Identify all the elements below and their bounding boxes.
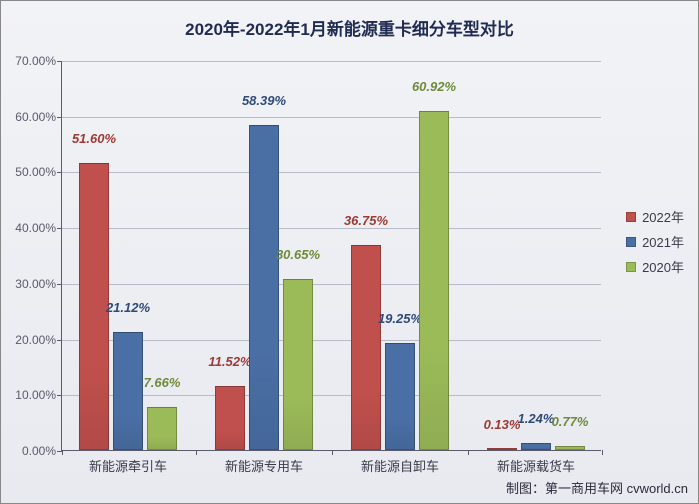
y-tick-label: 50.00% xyxy=(15,165,62,179)
x-category-label: 新能源专用车 xyxy=(225,450,303,475)
credit-text: 制图：第一商用车网 cvworld.cn xyxy=(506,478,688,497)
y-tick-label: 70.00% xyxy=(15,54,62,68)
bar-value-label: 19.25% xyxy=(378,311,422,326)
bar-value-label: 30.65% xyxy=(276,247,320,262)
bar xyxy=(351,245,381,450)
x-tick-mark xyxy=(602,450,603,455)
legend-label: 2020年 xyxy=(642,257,684,276)
bar-value-label: 11.52% xyxy=(208,354,251,369)
legend-label: 2021年 xyxy=(642,232,684,251)
bar xyxy=(249,125,279,450)
legend-swatch xyxy=(626,237,636,247)
y-tick-label: 0.00% xyxy=(22,444,62,458)
bar-value-label: 58.39% xyxy=(242,93,286,108)
bar xyxy=(113,332,143,450)
plot-area: 0.00%10.00%20.00%30.00%40.00%50.00%60.00… xyxy=(61,61,601,451)
grid-line xyxy=(62,61,601,62)
bar xyxy=(487,448,517,450)
bar xyxy=(521,443,551,450)
x-category-label: 新能源牵引车 xyxy=(89,450,167,475)
bar xyxy=(385,343,415,450)
y-tick-label: 40.00% xyxy=(15,221,62,235)
legend-swatch xyxy=(626,262,636,272)
x-tick-mark xyxy=(468,450,469,455)
bar-value-label: 0.77% xyxy=(552,414,589,429)
grid-line xyxy=(62,172,601,173)
legend-label: 2022年 xyxy=(642,207,684,226)
grid-line xyxy=(62,228,601,229)
x-tick-mark xyxy=(62,450,63,455)
legend-item: 2022年 xyxy=(626,207,684,226)
chart-title: 2020年-2022年1月新能源重卡细分车型对比 xyxy=(1,15,698,40)
x-tick-mark xyxy=(196,450,197,455)
x-category-label: 新能源自卸车 xyxy=(361,450,439,475)
y-tick-label: 10.00% xyxy=(15,388,62,402)
bar-value-label: 1.24% xyxy=(518,411,555,426)
bar-value-label: 7.66% xyxy=(144,375,181,390)
legend-item: 2021年 xyxy=(626,232,684,251)
bar-value-label: 60.92% xyxy=(412,79,456,94)
bar xyxy=(555,446,585,450)
bar-value-label: 0.13% xyxy=(484,417,521,432)
bar xyxy=(215,386,245,450)
y-tick-label: 20.00% xyxy=(15,333,62,347)
grid-line xyxy=(62,284,601,285)
y-tick-label: 60.00% xyxy=(15,110,62,124)
bar-value-label: 21.12% xyxy=(106,300,150,315)
bar xyxy=(419,111,449,450)
grid-line xyxy=(62,117,601,118)
bar-value-label: 36.75% xyxy=(344,213,388,228)
legend: 2022年 2021年 2020年 xyxy=(626,201,684,282)
legend-swatch xyxy=(626,212,636,222)
bar-value-label: 51.60% xyxy=(72,131,116,146)
bar xyxy=(283,279,313,450)
bar xyxy=(79,163,109,450)
bar xyxy=(147,407,177,450)
x-category-label: 新能源载货车 xyxy=(497,450,575,475)
legend-item: 2020年 xyxy=(626,257,684,276)
x-tick-mark xyxy=(332,450,333,455)
y-tick-label: 30.00% xyxy=(15,277,62,291)
